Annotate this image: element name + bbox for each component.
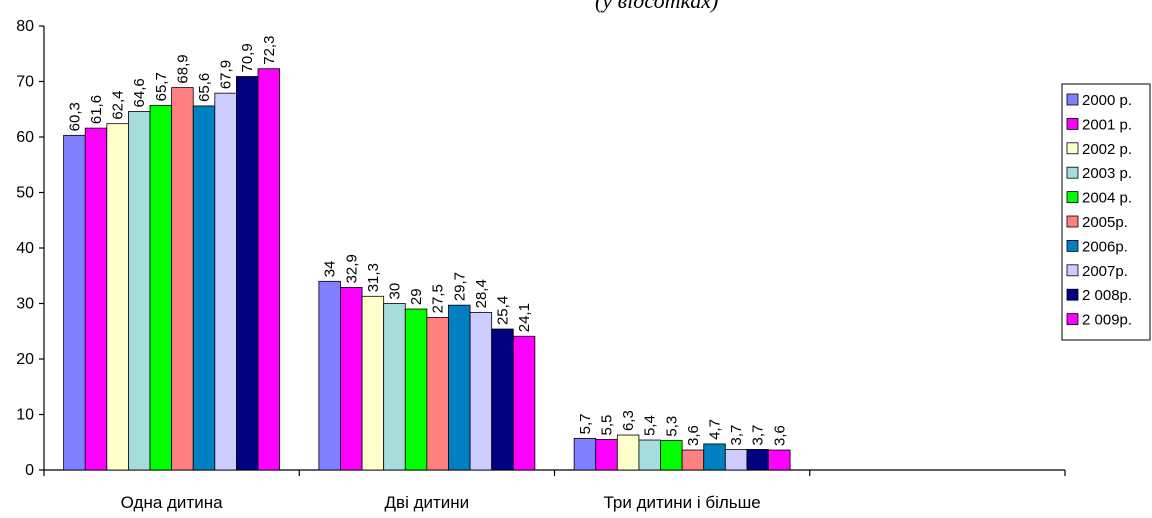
y-tick-label: 60	[16, 129, 34, 146]
legend-label: 2000 р.	[1082, 92, 1132, 109]
data-label: 25,4	[494, 296, 511, 325]
x-tick-label: Дві дитини	[385, 493, 470, 512]
data-label: 60,3	[66, 102, 83, 131]
bars: 60,3 34 5,7 61,6 32,9 5,5 62,4 31,3 6,3 64,6 30 5,4…	[63, 36, 791, 471]
legend-swatch	[1066, 239, 1079, 252]
legend-label: 2 008р.	[1082, 287, 1132, 304]
data-label: 5,7	[577, 414, 594, 435]
legend-label: 2002 р.	[1082, 141, 1132, 158]
legend-label: 2006р.	[1082, 238, 1128, 255]
legend-swatch	[1066, 93, 1079, 106]
legend-label: 2 009р.	[1082, 312, 1132, 329]
bar	[361, 295, 385, 471]
bar	[63, 134, 86, 471]
bar	[703, 443, 726, 471]
data-label: 67,9	[218, 60, 235, 89]
data-label: 64,6	[131, 78, 148, 107]
y-tick-label: 30	[16, 296, 34, 313]
bar	[171, 87, 194, 471]
y-tick-label: 70	[16, 74, 34, 91]
data-label: 31,3	[365, 263, 382, 292]
bar	[236, 76, 259, 471]
data-label: 61,6	[88, 95, 105, 124]
bar	[595, 439, 618, 471]
data-label: 29	[408, 288, 425, 305]
data-label: 3,7	[750, 425, 767, 446]
x-tick-label: Одна дитина	[121, 493, 223, 512]
legend-label: 2005р.	[1082, 214, 1128, 231]
bar	[616, 434, 640, 471]
bar	[128, 111, 151, 471]
x-axis: Одна дитина Дві дитини Три дитини і більше	[43, 469, 1066, 512]
y-tick-label: 10	[16, 407, 34, 424]
bar	[491, 328, 514, 471]
bar	[192, 105, 216, 471]
data-label: 62,4	[110, 90, 127, 119]
data-label: 32,9	[343, 254, 360, 283]
legend-swatch	[1066, 313, 1079, 326]
bar	[106, 123, 129, 471]
bar	[214, 92, 237, 471]
bar	[257, 68, 281, 471]
legend-swatch	[1066, 215, 1079, 228]
bar	[383, 303, 406, 471]
bar	[318, 280, 341, 471]
data-label: 65,7	[153, 72, 170, 101]
legend-label: 2003 р.	[1082, 165, 1132, 182]
bar	[469, 311, 493, 471]
legend-label: 2004 р.	[1082, 190, 1132, 207]
legend-swatch	[1066, 142, 1079, 155]
data-label: 3,6	[771, 425, 788, 446]
y-tick-label: 20	[16, 351, 34, 368]
data-label: 68,9	[174, 54, 191, 83]
bar	[660, 440, 683, 471]
data-label: 29,7	[451, 272, 468, 301]
legend-swatch	[1066, 191, 1079, 204]
data-label: 72,3	[261, 36, 278, 65]
data-label: 70,9	[239, 43, 256, 72]
data-label: 30	[386, 283, 403, 300]
legend-swatch	[1066, 166, 1079, 179]
data-label: 34	[322, 261, 339, 278]
data-label: 27,5	[430, 284, 447, 313]
bar	[404, 308, 428, 471]
legend-label: 2007р.	[1082, 263, 1128, 280]
legend-swatch	[1066, 264, 1079, 277]
bar	[638, 439, 661, 471]
bar	[573, 437, 597, 471]
bar	[448, 304, 471, 471]
x-tick-label: Три дитини і більше	[603, 493, 760, 512]
y-axis: 0 10 20 30 40 50 60 70 80	[16, 18, 45, 479]
data-label: 6,3	[620, 410, 637, 431]
y-tick-label: 80	[16, 18, 34, 35]
bar	[724, 449, 748, 471]
data-label: 65,6	[196, 73, 213, 102]
data-label: 24,1	[516, 303, 533, 332]
bar	[84, 127, 108, 471]
bar	[149, 104, 173, 471]
bar	[768, 449, 791, 471]
legend-swatch	[1066, 118, 1079, 130]
bar	[746, 449, 769, 471]
data-label: 5,5	[599, 415, 616, 436]
data-label: 28,4	[473, 279, 490, 308]
bar	[512, 335, 536, 471]
bar	[340, 287, 363, 471]
data-label: 4,7	[707, 419, 724, 440]
y-tick-label: 40	[16, 240, 34, 257]
bar	[681, 449, 705, 471]
data-label: 5,4	[642, 415, 659, 436]
bar	[426, 316, 449, 471]
legend-label: 2001 р.	[1082, 116, 1132, 133]
y-tick-label: 0	[25, 462, 34, 479]
data-label: 5,3	[663, 416, 680, 437]
y-tick-label: 50	[16, 185, 34, 202]
data-label: 3,7	[728, 425, 745, 446]
legend: 2000 р. 2001 р. 2002 р. 2003 р. 2004 р. 2005р…	[1061, 83, 1151, 341]
data-label: 3,6	[685, 425, 702, 446]
chart-subtitle: (у відсотках)	[595, 0, 718, 13]
legend-swatch	[1066, 288, 1079, 301]
